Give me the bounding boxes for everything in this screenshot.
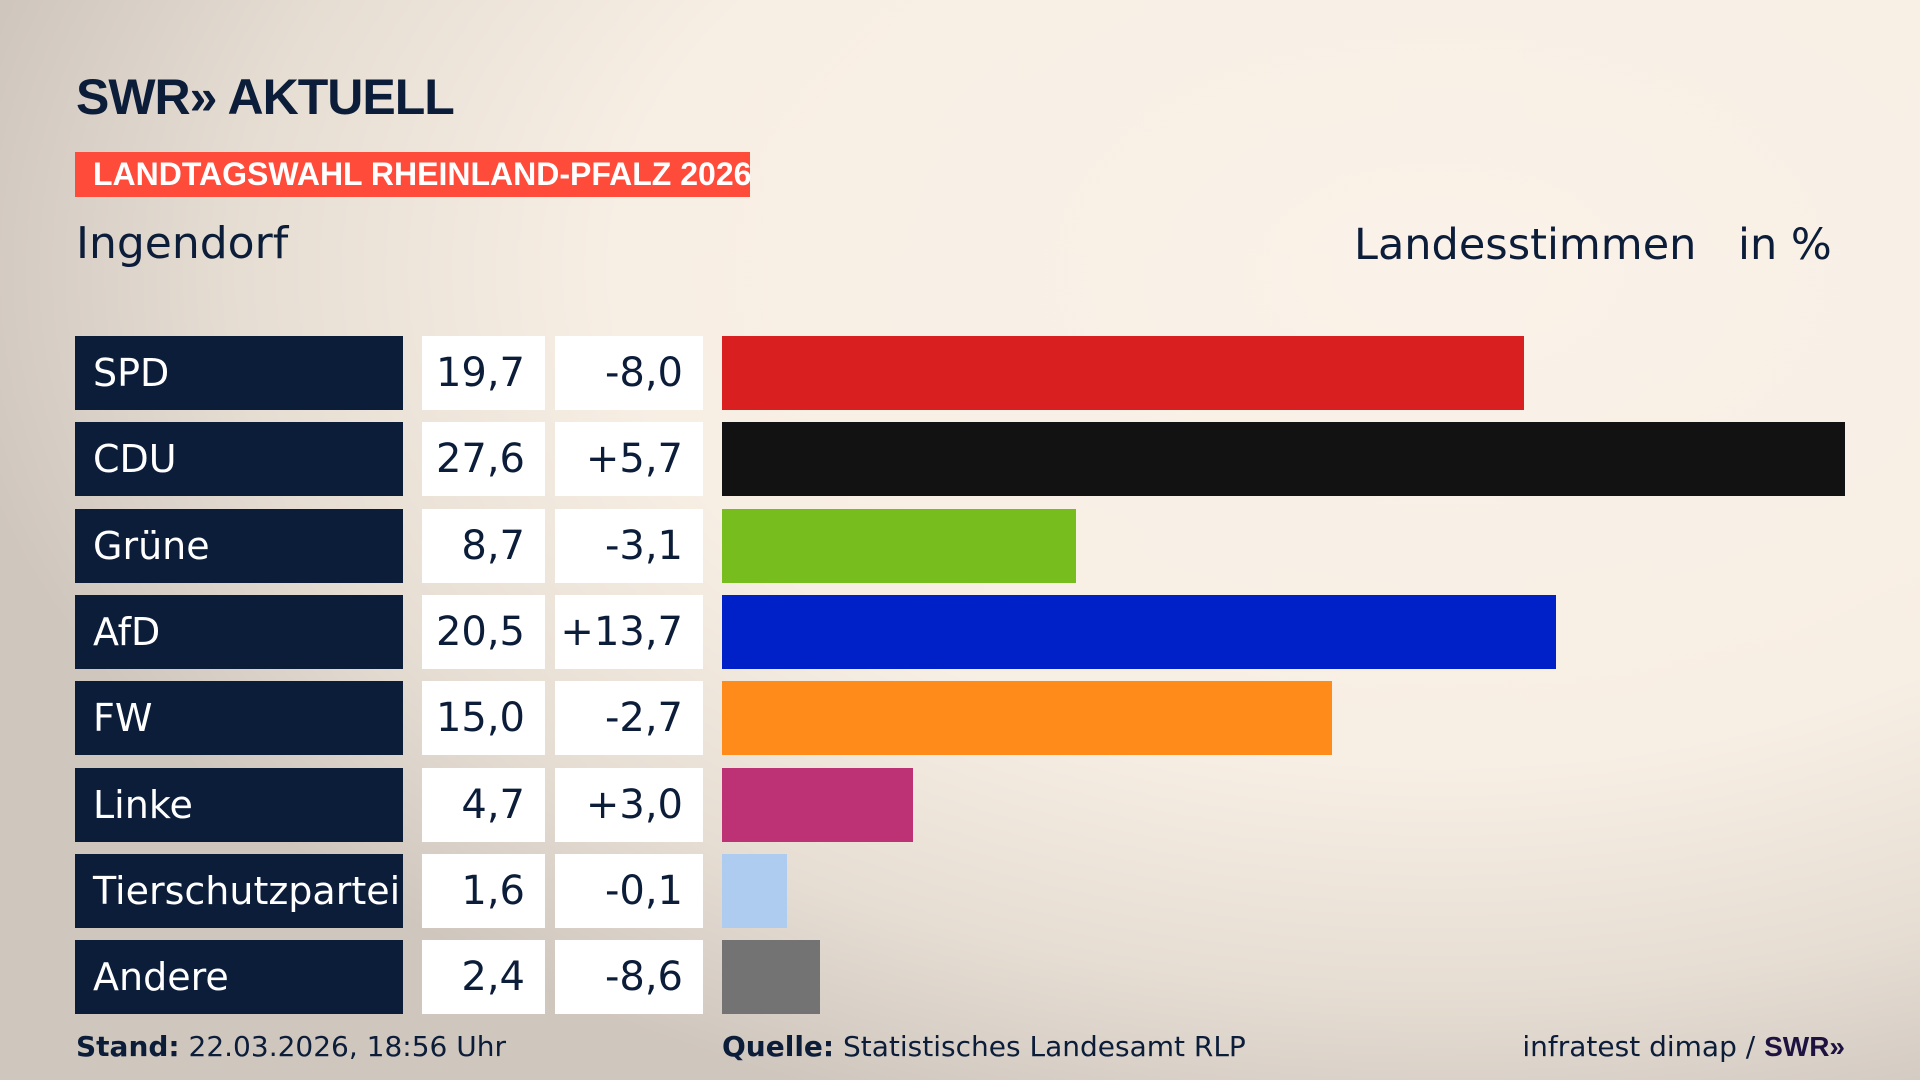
party-value: 8,7 [422,508,545,583]
party-name: FW [75,681,403,756]
party-bar [722,336,1524,410]
party-diff: +5,7 [555,422,703,497]
stand-label: Stand: [76,1030,180,1063]
party-value: 20,5 [422,594,545,669]
measure-label: Landesstimmen [1354,220,1697,270]
party-name: Grüne [75,508,403,583]
party-name: CDU [75,422,403,497]
party-value: 1,6 [422,853,545,928]
party-bar [722,594,1557,669]
party-diff: -2,7 [555,681,703,756]
party-diff: -8,0 [555,336,703,410]
party-diff: +3,0 [555,767,703,842]
stand-info: Stand: 22.03.2026, 18:56 Uhr [76,1030,506,1063]
party-value: 2,4 [422,940,545,1015]
party-diff: -0,1 [555,853,703,928]
party-name: SPD [75,336,403,410]
credit-text: infratest dimap / [1522,1030,1765,1063]
party-value: 15,0 [422,681,545,756]
election-banner: LANDTAGSWAHL RHEINLAND-PFALZ 2026 [75,152,751,197]
party-value: 19,7 [422,336,545,410]
party-diff: -3,1 [555,508,703,583]
party-bar [722,508,1076,583]
party-name: Andere [75,940,403,1015]
party-name: Linke [75,767,403,842]
stand-value: 22.03.2026, 18:56 Uhr [188,1030,506,1063]
party-bar [722,853,788,928]
party-bar [722,422,1845,497]
party-bar [722,681,1333,756]
swr-small-logo: SWR» [1764,1031,1845,1062]
party-bar [722,940,820,1015]
party-name: Tierschutzpartei [75,853,403,928]
source-info: Quelle: Statistisches Landesamt RLP [722,1030,1246,1063]
source-value: Statistisches Landesamt RLP [843,1030,1246,1063]
party-name: AfD [75,594,403,669]
place-title: Ingendorf [76,218,289,269]
source-label: Quelle: [722,1030,835,1063]
party-value: 27,6 [422,422,545,497]
unit-label: in % [1738,220,1832,270]
swr-aktuell-logo: SWR» AKTUELL [76,69,455,125]
party-bar [722,767,914,842]
party-diff: -8,6 [555,940,703,1015]
credit-info: infratest dimap / SWR» [1522,1030,1845,1063]
party-value: 4,7 [422,767,545,842]
party-diff: +13,7 [555,594,703,669]
